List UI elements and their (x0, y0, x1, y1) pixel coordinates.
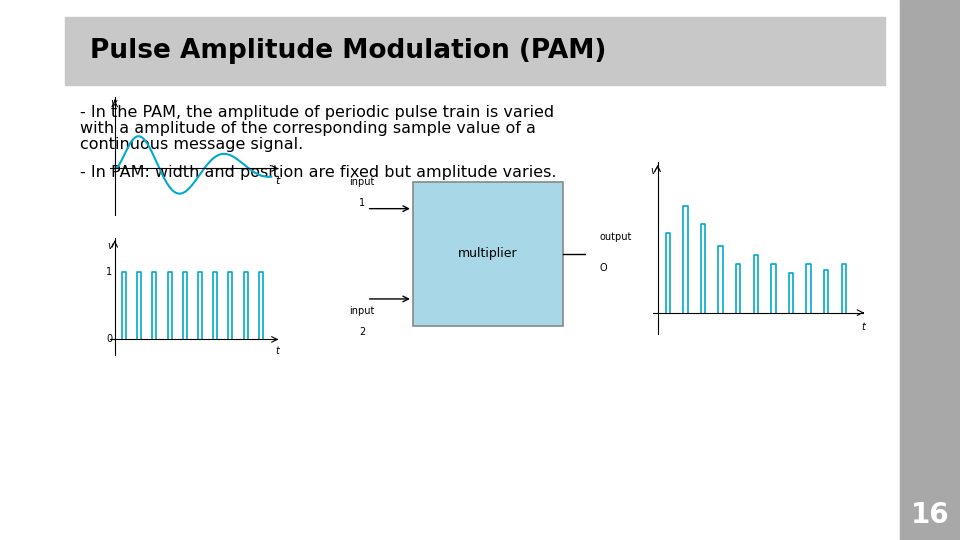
Text: with a amplitude of the corresponding sample value of a: with a amplitude of the corresponding sa… (80, 121, 536, 136)
Bar (900, 0, 960, 540)
Text: v: v (650, 166, 656, 177)
Text: - In the PAM, the amplitude of periodic pulse train is varied: - In the PAM, the amplitude of periodic … (80, 105, 554, 120)
Text: 2: 2 (359, 327, 365, 337)
Text: t: t (276, 176, 280, 186)
Text: multiplier: multiplier (458, 247, 517, 260)
Bar (65, 17, 885, 85)
Text: 1: 1 (359, 198, 365, 207)
Text: v: v (110, 98, 116, 109)
Text: input: input (349, 306, 374, 316)
Text: 16: 16 (911, 501, 949, 529)
Text: O: O (599, 263, 607, 273)
Text: t: t (276, 346, 279, 356)
Bar (413, 182, 563, 326)
Text: 0: 0 (107, 334, 112, 345)
Text: Pulse Amplitude Modulation (PAM): Pulse Amplitude Modulation (PAM) (90, 38, 607, 64)
Text: v: v (108, 241, 113, 251)
Text: output: output (599, 232, 632, 242)
Text: 1: 1 (107, 267, 112, 276)
Text: input: input (349, 177, 374, 187)
Text: continuous message signal.: continuous message signal. (80, 137, 303, 152)
Text: - In PAM: width and position are fixed but amplitude varies.: - In PAM: width and position are fixed b… (80, 165, 557, 180)
Text: t: t (861, 321, 865, 332)
